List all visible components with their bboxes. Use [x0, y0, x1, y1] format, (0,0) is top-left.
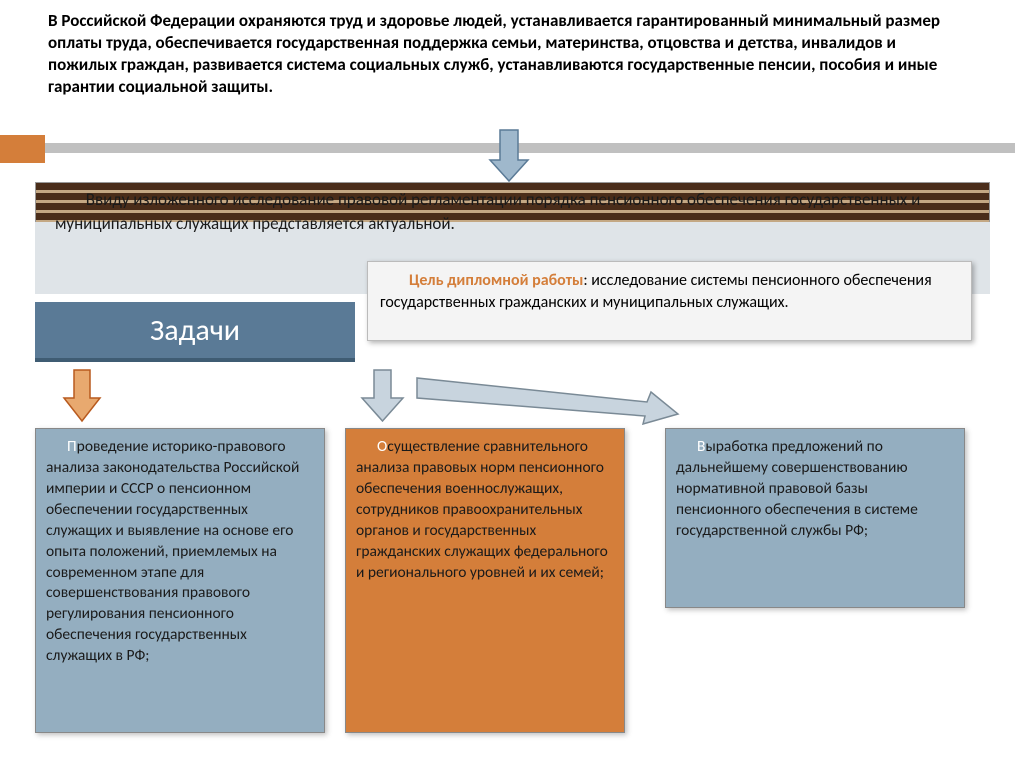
task2-first-letter: О [377, 437, 387, 456]
arrow-down-blue-icon [360, 368, 405, 423]
goal-box: Цель дипломной работы: исследование сист… [367, 261, 972, 341]
arrow-down-orange-icon [62, 368, 102, 423]
intro-paragraph: В Российской Федерации охраняются труд и… [48, 10, 968, 98]
arrow-right-long-icon [415, 370, 680, 425]
task3-text: ыработка предложений по дальнейшему сове… [676, 437, 918, 540]
task-box-1: Проведение историко-правового анализа за… [35, 428, 325, 733]
relevance-text: Ввиду изложенного исследование правовой … [55, 188, 975, 236]
accent-bar-gray [45, 143, 1015, 153]
task1-first-letter: П [67, 437, 77, 456]
task-box-3: Выработка предложений по дальнейшему сов… [665, 428, 965, 608]
task2-text: существление сравнительного анализа прав… [356, 437, 608, 582]
tasks-header: Задачи [35, 302, 355, 362]
arrow-down-icon [488, 128, 530, 183]
goal-title: Цель дипломной работы [409, 271, 583, 290]
task-box-2: Осуществление сравнительного анализа пра… [345, 428, 625, 733]
task1-text: роведение историко-правового анализа зак… [46, 437, 299, 665]
accent-bar-orange [0, 135, 45, 163]
